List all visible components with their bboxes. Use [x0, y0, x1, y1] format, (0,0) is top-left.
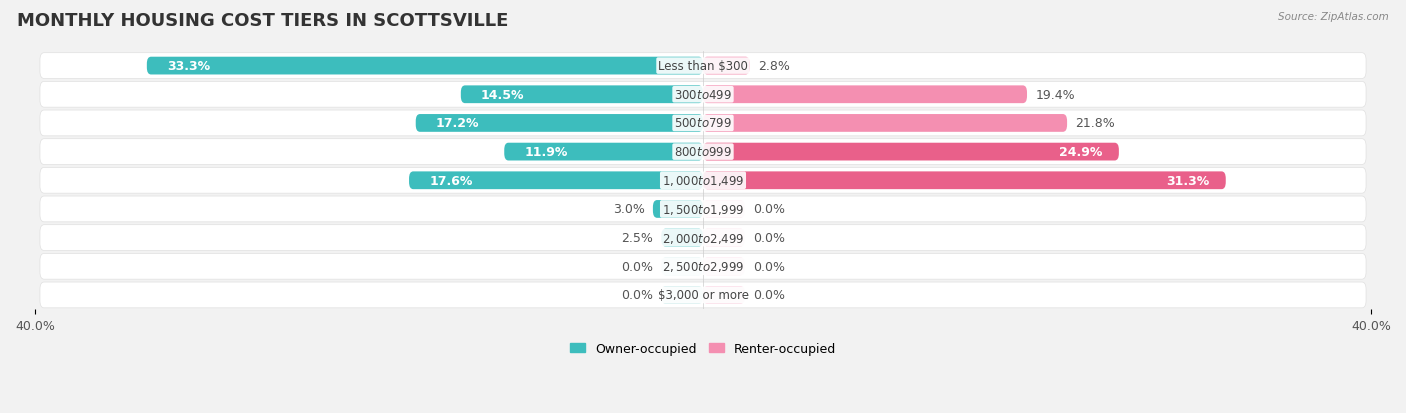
FancyBboxPatch shape [39, 54, 1367, 79]
FancyBboxPatch shape [703, 86, 1026, 104]
Text: 2.5%: 2.5% [621, 232, 652, 244]
FancyBboxPatch shape [39, 282, 1367, 308]
FancyBboxPatch shape [661, 258, 703, 275]
Text: $500 to $799: $500 to $799 [673, 117, 733, 130]
FancyBboxPatch shape [661, 229, 703, 247]
FancyBboxPatch shape [39, 254, 1367, 280]
Text: $3,000 or more: $3,000 or more [658, 289, 748, 302]
FancyBboxPatch shape [703, 143, 1119, 161]
Text: Source: ZipAtlas.com: Source: ZipAtlas.com [1278, 12, 1389, 22]
Text: 0.0%: 0.0% [621, 260, 652, 273]
Text: $1,000 to $1,499: $1,000 to $1,499 [662, 174, 744, 188]
FancyBboxPatch shape [661, 286, 703, 304]
Text: 0.0%: 0.0% [621, 289, 652, 302]
FancyBboxPatch shape [505, 143, 703, 161]
Text: 33.3%: 33.3% [167, 60, 209, 73]
FancyBboxPatch shape [703, 115, 1067, 133]
FancyBboxPatch shape [39, 197, 1367, 222]
FancyBboxPatch shape [39, 139, 1367, 165]
FancyBboxPatch shape [652, 201, 703, 218]
Text: Less than $300: Less than $300 [658, 60, 748, 73]
FancyBboxPatch shape [703, 258, 745, 275]
FancyBboxPatch shape [703, 229, 745, 247]
Text: 0.0%: 0.0% [754, 203, 785, 216]
Text: 0.0%: 0.0% [754, 289, 785, 302]
FancyBboxPatch shape [703, 286, 745, 304]
Text: 2.8%: 2.8% [758, 60, 790, 73]
FancyBboxPatch shape [146, 57, 703, 75]
Text: $2,500 to $2,999: $2,500 to $2,999 [662, 260, 744, 274]
Text: 24.9%: 24.9% [1059, 146, 1102, 159]
Text: 17.6%: 17.6% [429, 174, 472, 188]
Text: $2,000 to $2,499: $2,000 to $2,499 [662, 231, 744, 245]
FancyBboxPatch shape [39, 82, 1367, 108]
Text: MONTHLY HOUSING COST TIERS IN SCOTTSVILLE: MONTHLY HOUSING COST TIERS IN SCOTTSVILL… [17, 12, 508, 30]
Text: 19.4%: 19.4% [1035, 88, 1076, 102]
FancyBboxPatch shape [39, 111, 1367, 137]
Text: 14.5%: 14.5% [481, 88, 524, 102]
Legend: Owner-occupied, Renter-occupied: Owner-occupied, Renter-occupied [565, 337, 841, 360]
Text: 17.2%: 17.2% [436, 117, 479, 130]
Text: 21.8%: 21.8% [1076, 117, 1115, 130]
Text: 11.9%: 11.9% [524, 146, 568, 159]
FancyBboxPatch shape [703, 57, 749, 75]
Text: $1,500 to $1,999: $1,500 to $1,999 [662, 202, 744, 216]
Text: 0.0%: 0.0% [754, 260, 785, 273]
Text: $800 to $999: $800 to $999 [673, 146, 733, 159]
FancyBboxPatch shape [409, 172, 703, 190]
FancyBboxPatch shape [703, 172, 1226, 190]
FancyBboxPatch shape [461, 86, 703, 104]
FancyBboxPatch shape [703, 201, 745, 218]
Text: $300 to $499: $300 to $499 [673, 88, 733, 102]
FancyBboxPatch shape [416, 115, 703, 133]
FancyBboxPatch shape [39, 168, 1367, 194]
FancyBboxPatch shape [39, 225, 1367, 251]
Text: 31.3%: 31.3% [1166, 174, 1209, 188]
Text: 0.0%: 0.0% [754, 232, 785, 244]
Text: 3.0%: 3.0% [613, 203, 644, 216]
